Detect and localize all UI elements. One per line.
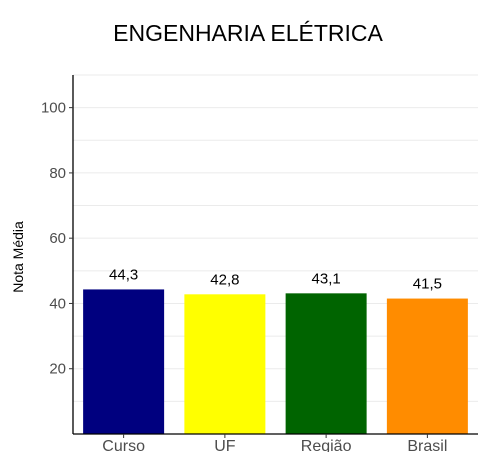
x-tick-label: Brasil [407, 438, 447, 452]
data-label: 42,8 [210, 271, 239, 288]
data-label: 43,1 [312, 270, 341, 287]
axes [72, 75, 478, 435]
y-tick-label: 60 [49, 230, 66, 247]
y-ticks: 20 40 60 80 100 [41, 100, 73, 378]
bar [83, 289, 165, 434]
bars [83, 289, 468, 434]
x-tick-label: Curso [102, 438, 145, 452]
chart-title: ENGENHARIA ELÉTRICA [113, 20, 383, 46]
bar [386, 298, 468, 434]
x-tick-label: UF [214, 438, 236, 452]
y-tick-label: 20 [49, 361, 66, 378]
bar [184, 294, 266, 434]
y-tick-label: 100 [41, 100, 66, 117]
bar [285, 293, 367, 434]
x-tick-label: Região [301, 438, 352, 452]
data-labels: 44,3 42,8 43,1 41,5 [109, 266, 442, 292]
y-axis-label: Nota Média [10, 221, 26, 293]
x-ticks: Curso UF Região Brasil [102, 434, 447, 452]
y-tick-label: 40 [49, 295, 66, 312]
y-tick-label: 80 [49, 165, 66, 182]
data-label: 41,5 [413, 276, 442, 293]
data-label: 44,3 [109, 266, 138, 283]
